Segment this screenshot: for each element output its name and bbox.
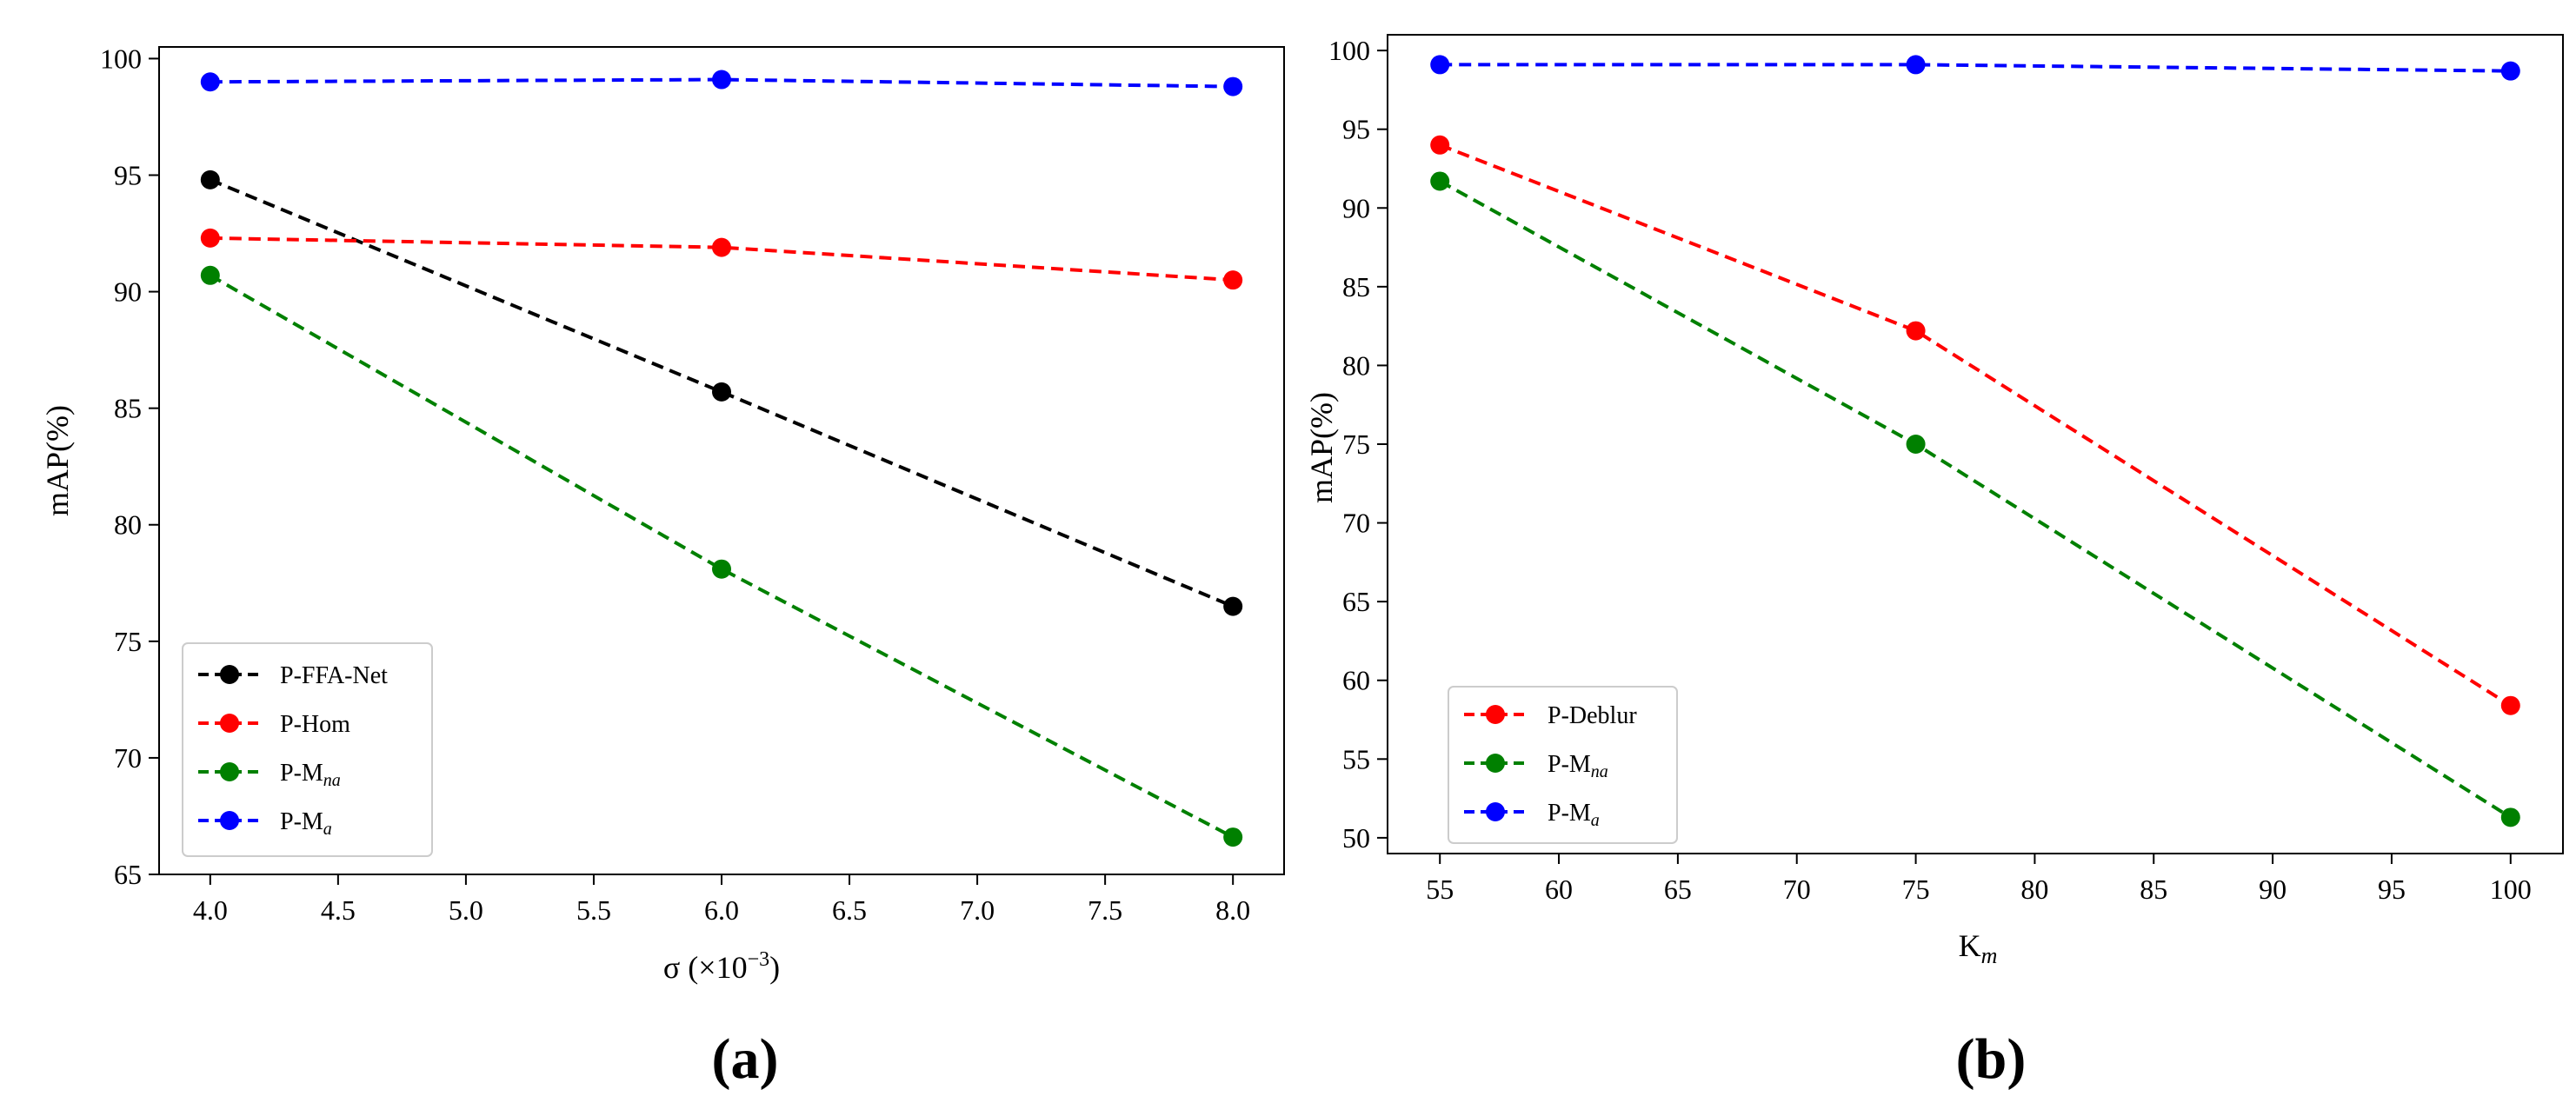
y-tick-label: 100 — [100, 43, 142, 74]
series-line-p-ma — [1440, 63, 2511, 73]
x-tick-label: 4.5 — [321, 894, 356, 926]
data-point-p-hom — [712, 237, 731, 257]
x-tick-label: 7.5 — [1088, 894, 1122, 926]
legend-marker — [220, 762, 239, 781]
data-point-p-mna — [1906, 435, 1926, 454]
legend-marker — [1486, 705, 1505, 724]
y-tick-label: 75 — [1342, 429, 1370, 460]
y-tick-label: 85 — [114, 393, 142, 424]
panel-a-legend-box — [182, 642, 433, 857]
panel-a-x-ticks: 4.0 4.5 5.0 5.5 6.0 6.5 7.0 7.5 8.0 — [193, 874, 1250, 926]
y-tick-label: 95 — [114, 159, 142, 190]
x-tick-label: 65 — [1664, 874, 1692, 905]
legend-label: P-Hom — [280, 711, 350, 738]
series-line-p-hom — [210, 236, 1234, 282]
y-tick-label: 60 — [1342, 665, 1370, 696]
legend-label: P-Mna — [280, 760, 341, 790]
y-tick-label: 90 — [1342, 192, 1370, 223]
x-tick-label: 60 — [1545, 874, 1573, 905]
y-tick-label: 100 — [1328, 35, 1370, 66]
x-tick-label: 55 — [1426, 874, 1454, 905]
legend-label: P-Mna — [1548, 751, 1608, 781]
y-tick-label: 80 — [1342, 349, 1370, 381]
series-line-p-ffa-net — [210, 178, 1234, 608]
panel-b-caption: (b) — [1956, 1027, 2027, 1091]
data-point-p-deblur — [2500, 695, 2520, 715]
data-point-p-mna — [1430, 171, 1450, 191]
y-tick-label: 65 — [1342, 586, 1370, 617]
data-point-p-deblur — [1906, 321, 1926, 341]
x-tick-label: 80 — [2020, 874, 2048, 905]
y-tick-label: 95 — [1342, 114, 1370, 145]
y-tick-label: 80 — [114, 509, 142, 541]
data-point-p-ma — [2500, 61, 2520, 81]
panel-b-marks — [1430, 55, 2520, 827]
data-point-p-ma — [1906, 55, 1926, 75]
legend-label: P-Deblur — [1548, 702, 1637, 729]
y-tick-label: 65 — [114, 859, 142, 890]
panel-b-x-ticks: 55 60 65 70 75 80 85 90 95 100 — [1426, 854, 2532, 905]
panel-a-legend: P-FFA-Net P-Hom P-Mna P-Ma — [182, 642, 433, 857]
series-line-p-deblur — [1439, 143, 2512, 708]
panel-b: 55 60 65 70 75 80 85 90 95 100 50 55 60 65 70 75 80 85 90… — [1304, 34, 2564, 1091]
data-point-p-mna — [2500, 807, 2520, 827]
x-tick-label: 5.0 — [449, 894, 483, 926]
panel-a-x-axis-label: σ (×10−3) — [663, 948, 780, 985]
x-tick-label: 6.5 — [832, 894, 867, 926]
panel-b-y-axis-label: mAP(%) — [1304, 392, 1339, 503]
panel-b-legend: P-Deblur P-Mna P-Ma — [1448, 686, 1678, 844]
data-point-p-ffa-net — [1223, 596, 1243, 616]
y-tick-label: 70 — [114, 742, 142, 774]
x-tick-label: 5.5 — [576, 894, 611, 926]
data-point-p-mna — [712, 559, 731, 579]
legend-label: P-Ma — [1548, 800, 1600, 830]
data-point-p-mna — [1223, 827, 1243, 847]
x-tick-label: 90 — [2259, 874, 2286, 905]
data-point-p-ma — [712, 70, 731, 90]
legend-label: P-Ma — [280, 808, 332, 839]
x-tick-label: 6.0 — [704, 894, 739, 926]
x-tick-label: 95 — [2378, 874, 2406, 905]
legend-marker — [220, 811, 239, 830]
x-tick-label: 7.0 — [960, 894, 995, 926]
x-tick-label: 8.0 — [1215, 894, 1250, 926]
data-point-p-ma — [200, 72, 220, 92]
y-tick-label: 85 — [1342, 271, 1370, 302]
panel-a-y-ticks: 65 70 75 80 85 90 95 100 — [100, 43, 159, 890]
x-tick-label: 100 — [2490, 874, 2532, 905]
data-point-p-ffa-net — [200, 169, 220, 189]
panel-b-legend-box — [1448, 686, 1678, 844]
y-tick-label: 55 — [1342, 743, 1370, 774]
y-tick-label: 70 — [1342, 508, 1370, 539]
data-point-p-ma — [1430, 55, 1450, 75]
panel-b-y-ticks: 50 55 60 65 70 75 80 85 90 95 100 — [1328, 35, 1388, 854]
series-line-p-ma — [210, 77, 1234, 89]
legend-marker — [220, 665, 239, 684]
panel-a-marks — [200, 70, 1243, 847]
data-point-p-ffa-net — [712, 382, 731, 402]
legend-marker — [1486, 802, 1505, 821]
panel-a: 4.0 4.5 5.0 5.5 6.0 6.5 7.0 7.5 8.0 65 70 75 80 85 90… — [40, 43, 1285, 1091]
series-line-p-mna — [209, 274, 1235, 839]
data-point-p-mna — [200, 265, 220, 285]
data-point-p-hom — [200, 228, 220, 248]
x-tick-label: 4.0 — [193, 894, 228, 926]
legend-marker — [1486, 754, 1505, 773]
legend-label: P-FFA-Net — [280, 662, 388, 689]
panel-b-x-axis-label: Km — [1959, 928, 1998, 968]
panel-a-y-axis-label: mAP(%) — [40, 405, 75, 516]
data-point-p-deblur — [1430, 135, 1450, 155]
legend-marker — [220, 714, 239, 733]
x-tick-label: 75 — [1902, 874, 1930, 905]
y-tick-label: 75 — [114, 626, 142, 657]
panel-a-caption: (a) — [712, 1027, 779, 1091]
data-point-p-ma — [1223, 76, 1243, 96]
y-tick-label: 90 — [114, 276, 142, 308]
x-tick-label: 70 — [1783, 874, 1811, 905]
x-tick-label: 85 — [2140, 874, 2167, 905]
y-tick-label: 50 — [1342, 822, 1370, 854]
data-point-p-hom — [1223, 270, 1243, 290]
